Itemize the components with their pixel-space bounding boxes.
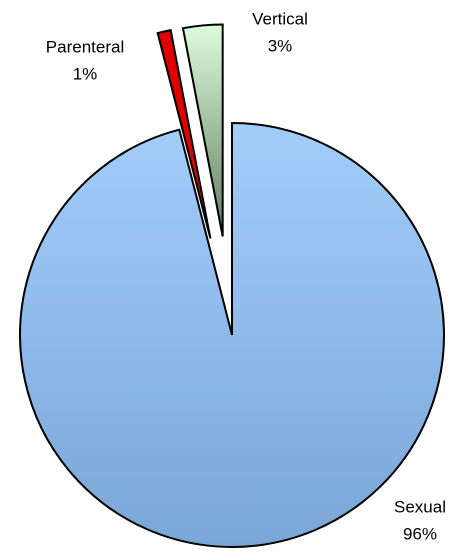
slice-value-label: 3%: [268, 36, 293, 55]
pie-slice: [156, 28, 212, 239]
slice-label: Parenteral: [46, 37, 124, 56]
pie-slice: [19, 121, 445, 548]
slice-label: Vertical: [252, 9, 308, 28]
pie-slice: [181, 23, 224, 237]
slice-label: Sexual: [394, 497, 446, 516]
slice-value-label: 96%: [403, 524, 437, 543]
slice-value-label: 1%: [73, 64, 98, 83]
